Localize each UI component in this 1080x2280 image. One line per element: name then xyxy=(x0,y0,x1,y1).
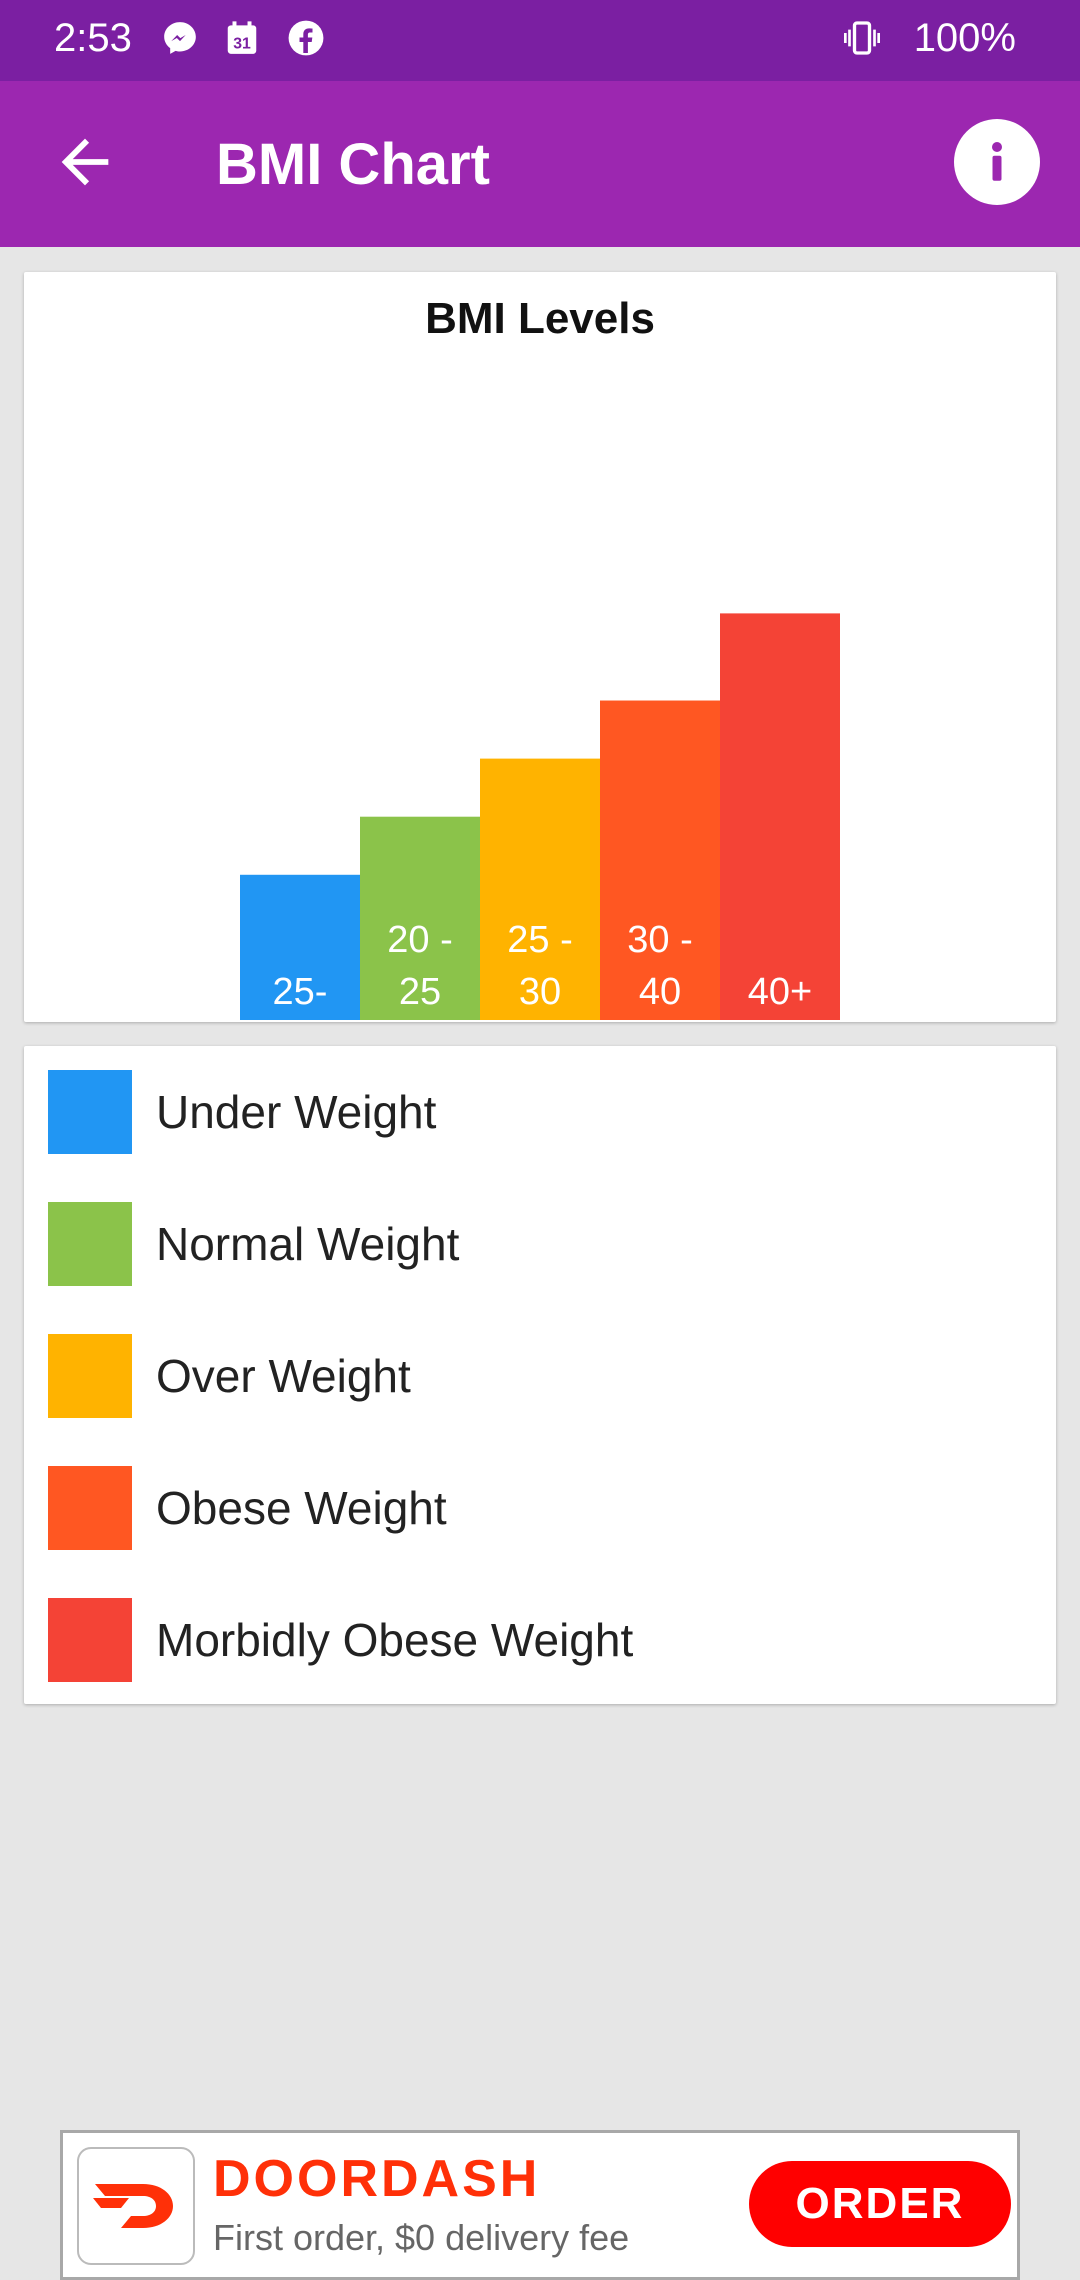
ad-subtitle: First order, $0 delivery fee xyxy=(213,2217,630,2258)
legend-item-morbidly-obese-weight: Morbidly Obese Weight xyxy=(48,1598,633,1682)
legend-label: Over Weight xyxy=(156,1350,411,1402)
legend-label: Obese Weight xyxy=(156,1482,447,1534)
calendar-day-text: 31 xyxy=(233,35,251,52)
legend-swatch xyxy=(48,1070,132,1154)
legend-item-under-weight: Under Weight xyxy=(48,1070,436,1154)
page-title: BMI Chart xyxy=(216,132,490,197)
legend-swatch xyxy=(48,1598,132,1682)
back-button[interactable] xyxy=(40,117,130,207)
battery-level: 100% xyxy=(913,16,1016,60)
order-button[interactable]: ORDER xyxy=(749,2161,1011,2247)
legend-swatch xyxy=(48,1334,132,1418)
bar-label-0: 25- xyxy=(273,971,328,1013)
legend-item-over-weight: Over Weight xyxy=(48,1334,411,1418)
calendar-icon: 31 xyxy=(222,18,262,58)
info-button[interactable] xyxy=(954,119,1040,205)
status-time: 2:53 xyxy=(54,16,132,60)
legend-label: Normal Weight xyxy=(156,1218,460,1270)
legend-card: Under Weight Normal Weight Over Weight O… xyxy=(24,1046,1056,1704)
bar-label-2: 25 -30 xyxy=(507,919,572,1013)
bar-1 xyxy=(360,816,480,1020)
legend-item-normal-weight: Normal Weight xyxy=(48,1202,459,1286)
vibrate-icon xyxy=(842,18,882,58)
legend-swatch xyxy=(48,1466,132,1550)
bar-0 xyxy=(240,874,360,1020)
ad-brand: DOORDASH xyxy=(213,2150,541,2208)
doordash-logo-icon xyxy=(77,2147,195,2265)
bar-label-4: 40+ xyxy=(748,971,812,1013)
bar-4 xyxy=(720,613,840,1020)
bar-label-1: 20 -25 xyxy=(387,919,452,1013)
facebook-icon xyxy=(286,18,326,58)
bar-label-3: 30 -40 xyxy=(627,919,692,1013)
back-arrow-icon xyxy=(61,138,109,186)
bmi-bar-chart: 25- 20 -25 25 -30 30 -40 40+ xyxy=(240,613,840,1020)
bar-2 xyxy=(480,758,600,1020)
chart-title: BMI Levels xyxy=(425,294,655,343)
ad-banner[interactable]: DOORDASH First order, $0 delivery fee OR… xyxy=(60,2130,1020,2280)
legend-swatch xyxy=(48,1202,132,1286)
legend-item-obese-weight: Obese Weight xyxy=(48,1466,447,1550)
app-bar: BMI Chart xyxy=(0,81,1080,247)
messenger-icon xyxy=(160,18,200,58)
status-bar: 2:53 31 100% xyxy=(0,0,1080,81)
legend-label: Under Weight xyxy=(156,1086,437,1138)
bar-3 xyxy=(600,700,720,1020)
info-icon xyxy=(992,142,1002,181)
legend-label: Morbidly Obese Weight xyxy=(156,1614,634,1666)
chart-card: BMI Levels 25- 20 -25 25 -30 30 -40 40+ xyxy=(24,272,1056,1022)
